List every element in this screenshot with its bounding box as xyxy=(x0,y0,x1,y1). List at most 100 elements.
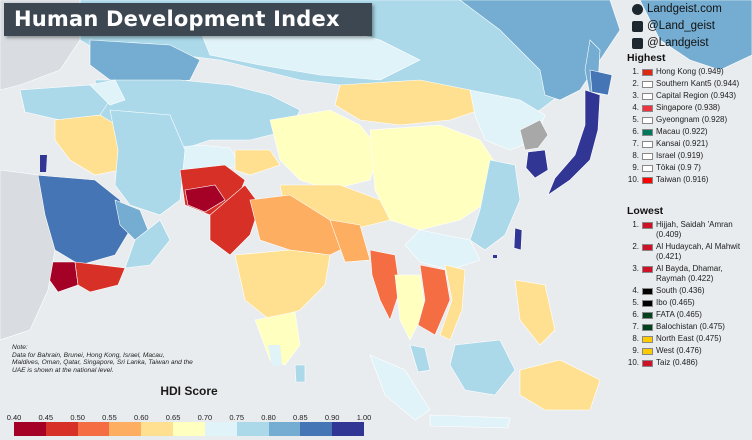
israel xyxy=(40,155,47,172)
lowest-item-rank: 1. xyxy=(632,220,639,229)
highest-item: 2. Southern Kant5 (0.944) xyxy=(627,79,752,89)
flag-icon xyxy=(642,104,653,112)
flag-icon xyxy=(642,80,653,88)
flag-icon xyxy=(642,116,653,124)
lowest-item: 8. North East (0.475) xyxy=(627,334,752,344)
sri-lanka xyxy=(294,364,306,383)
highest-heading: Highest xyxy=(627,52,666,64)
highest-item-label: Israel (0.919) xyxy=(656,151,704,160)
lowest-item-label: Taiz (0.486) xyxy=(656,358,698,367)
legend-color-bar xyxy=(14,422,364,436)
social-twitter[interactable]: @Landgeist xyxy=(632,35,752,51)
highest-item-rank: 10. xyxy=(627,175,639,184)
flag-icon xyxy=(642,68,653,76)
highest-item-rank: 3. xyxy=(632,91,639,100)
flag-icon xyxy=(642,243,653,251)
legend-tick-label: 0.90 xyxy=(324,413,340,422)
legend-swatch xyxy=(141,422,174,436)
china-west xyxy=(269,109,381,191)
taiwan xyxy=(513,227,523,251)
nepal-bangladesh xyxy=(329,219,371,263)
india-central xyxy=(234,249,331,321)
highest-item-label: Southern Kant5 (0.944) xyxy=(656,79,740,88)
south-korea xyxy=(525,149,549,179)
highest-item-label: Hong Kong (0.949) xyxy=(656,67,724,76)
flag-icon xyxy=(642,265,653,273)
flag-icon xyxy=(642,128,653,136)
social-instagram[interactable]: @Land_geist xyxy=(632,18,752,34)
highest-item-label: Taiwan (0.916) xyxy=(656,175,709,184)
legend-swatch xyxy=(109,422,142,436)
lowest-item: 7. Balochistan (0.475) xyxy=(627,322,752,332)
legend-tick-label: 0.40 xyxy=(6,413,22,422)
highest-item-rank: 4. xyxy=(632,103,639,112)
japan-hokkaido xyxy=(589,69,613,96)
afghanistan-core xyxy=(184,184,226,213)
lowest-item-label: North East (0.475) xyxy=(656,334,722,343)
highest-item-rank: 9. xyxy=(632,163,639,172)
lowest-item-label: Hijjah, Saidah 'Amran (0.409) xyxy=(656,220,733,239)
highest-item: 7. Kansai (0.921) xyxy=(627,139,752,149)
lowest-item-rank: 10. xyxy=(627,358,639,367)
map-note: Note: Data for Bahrain, Brunei, Hong Kon… xyxy=(12,344,194,374)
highest-list: 1. Hong Kong (0.949) 2. Southern Kant5 (0.9… xyxy=(627,67,752,185)
flag-icon xyxy=(642,176,653,184)
flag-icon xyxy=(642,335,653,343)
legend-swatch xyxy=(236,422,269,436)
note-heading: Note: xyxy=(12,344,28,351)
legend-tick-label: 0.70 xyxy=(197,413,213,422)
twitter-icon xyxy=(632,37,643,49)
lowest-item-rank: 8. xyxy=(632,334,639,343)
lowest-item: 6. FATA (0.465) xyxy=(627,310,752,320)
social-website[interactable]: Landgeist.com xyxy=(632,1,752,17)
kamchatka xyxy=(639,0,752,71)
legend-tick-label: 0.85 xyxy=(293,413,308,422)
flag-icon xyxy=(642,323,653,331)
flag-icon xyxy=(642,221,653,229)
legend-swatch xyxy=(45,422,78,436)
lowest-item: 1. Hijjah, Saidah 'Amran (0.409) xyxy=(627,220,752,240)
flag-icon xyxy=(642,311,653,319)
lowest-item-label: South (0.436) xyxy=(656,286,705,295)
lowest-panel: Lowest 1. Hijjah, Saidah 'Amran (0.409) 2.… xyxy=(627,205,752,370)
iran xyxy=(109,109,186,216)
map-title: Human Development Index xyxy=(4,3,372,36)
thailand xyxy=(394,274,426,341)
globe-icon xyxy=(632,3,643,15)
lowest-item: 10. Taiz (0.486) xyxy=(627,358,752,368)
legend-title: HDI Score xyxy=(160,384,218,398)
malaysia xyxy=(409,344,431,373)
india-south xyxy=(254,311,301,366)
social-twitter-label: @Landgeist xyxy=(647,37,709,49)
flag-icon xyxy=(642,164,653,172)
japan xyxy=(547,89,601,196)
social-links: Landgeist.com @Land_geist @Landgeist xyxy=(632,0,752,51)
china-central xyxy=(369,124,501,231)
lowest-item-label: Balochistan (0.475) xyxy=(656,322,725,331)
lowest-item-rank: 4. xyxy=(632,286,639,295)
highest-item-label: Gyeongnam (0.928) xyxy=(656,115,728,124)
india-kerala xyxy=(268,345,282,366)
indonesia-east xyxy=(519,359,601,411)
flag-icon xyxy=(642,92,653,100)
syria-iraq xyxy=(54,114,126,176)
hong-kong xyxy=(493,255,497,258)
legend-tick-label: 0.50 xyxy=(70,413,85,422)
lowest-list: 1. Hijjah, Saidah 'Amran (0.409) 2. Al Huda… xyxy=(627,220,752,368)
legend-tick-label: 0.80 xyxy=(261,413,276,422)
highest-item-label: Tōkai (0.9 7) xyxy=(656,163,701,172)
highest-item: 3. Capital Region (0.943) xyxy=(627,91,752,101)
highest-item-label: Capital Region (0.943) xyxy=(656,91,737,100)
flag-icon xyxy=(642,359,653,367)
legend-tick-label: 0.60 xyxy=(133,413,149,422)
highest-item: 6. Macau (0.922) xyxy=(627,127,752,137)
lowest-item: 9. West (0.476) xyxy=(627,346,752,356)
highest-item: 10. Taiwan (0.916) xyxy=(627,175,752,185)
flag-icon xyxy=(642,152,653,160)
caucasus xyxy=(89,79,126,106)
highest-item-rank: 8. xyxy=(632,151,639,160)
lowest-item-label: Al Bayda, Dhamar, Raymah (0.422) xyxy=(656,264,723,283)
lowest-item-label: FATA (0.465) xyxy=(656,310,702,319)
sumatra xyxy=(369,354,431,421)
